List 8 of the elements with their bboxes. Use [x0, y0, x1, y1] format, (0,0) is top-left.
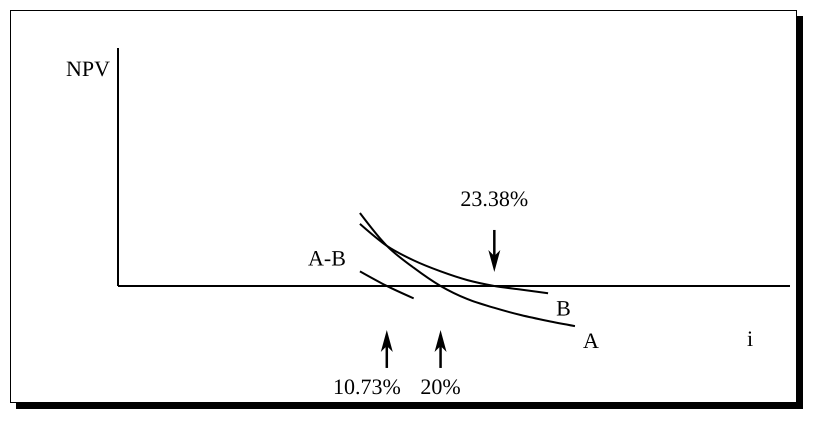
- series-label: B: [556, 295, 571, 320]
- text: 10.73%: [332, 374, 401, 399]
- text: 23.38%: [460, 186, 528, 211]
- text: 20%: [420, 374, 461, 399]
- x-axis-title: i: [746, 326, 754, 351]
- text: NPV: [66, 56, 110, 81]
- series-label: A-B: [308, 245, 346, 270]
- series-label: A: [582, 328, 599, 354]
